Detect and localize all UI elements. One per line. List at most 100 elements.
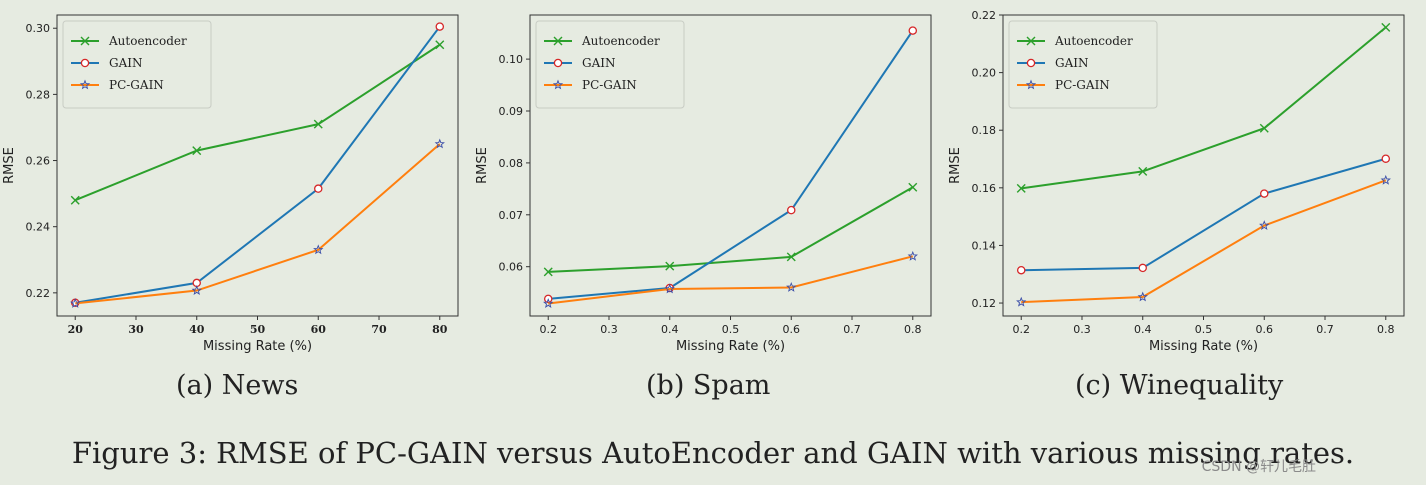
y-tick-label: 0.07 [499,209,524,222]
y-tick-label: 0.22 [26,287,51,300]
series-line-autoencoder [74,43,441,202]
data-point-autoencoder [908,182,918,192]
legend-label: GAIN [582,56,616,70]
data-point-autoencoder [1138,166,1148,176]
chart-winequality: 0.2 0.3 0.4 0.5 0.6 0.7 0.8 0.12 0.14 0.16 0.18 0.2… [948,9,1405,354]
legend: Autoencoder GAIN PC-GAIN [62,20,212,109]
x-tick-label: 0.4 [661,323,679,336]
data-point-autoencoder [786,252,796,262]
legend: Autoencoder GAIN PC-GAIN [535,20,685,109]
series-line-gain [1021,157,1387,272]
legend-label: PC-GAIN [109,78,164,92]
y-tick-label: 0.22 [972,9,997,22]
legend: Autoencoder GAIN PC-GAIN [1008,20,1158,109]
legend-box [535,20,685,109]
data-point-pc-gain [1137,291,1148,302]
x-tick-label: 0.8 [1377,323,1395,336]
legend-marker [1025,79,1037,90]
y-tick-label: 0.08 [499,157,524,170]
data-point-autoencoder [313,119,323,129]
x-tick-label: 80 [432,323,448,336]
x-tick-label: 0.2 [1012,323,1030,336]
subplot-caption-news: (a) News [176,370,299,401]
data-point-autoencoder [1381,22,1391,32]
legend-marker [80,36,90,46]
x-axis-label: Missing Rate (%) [1149,339,1258,354]
data-point-gain [1016,265,1026,275]
y-axis-label: RMSE [948,147,963,184]
legend-box [1008,20,1158,109]
data-point-pc-gain [786,282,797,292]
x-tick-label: 20 [68,323,84,336]
x-tick-label: 0.5 [1195,323,1213,336]
legend-label: PC-GAIN [582,78,637,92]
x-tick-label: 0.8 [904,323,922,336]
y-axis-label: RMSE [475,147,490,184]
x-tick-label: 0.6 [1256,323,1274,336]
data-point-gain [314,184,323,193]
chart-spam: 0.2 0.3 0.4 0.5 0.6 0.7 0.8 0.06 0.07 0.08 0.09 0.1… [475,14,932,354]
data-point-gain [1381,154,1391,163]
legend-label: Autoencoder [581,34,660,48]
data-point-pc-gain [1016,296,1027,307]
x-tick-label: 0.3 [600,323,618,336]
data-point-autoencoder [665,261,675,271]
data-point-pc-gain [1380,174,1391,185]
watermark: CSDN @轩儿毛肚 [1201,459,1316,475]
data-point-pc-gain [70,297,81,308]
x-tick-label: 0.4 [1134,323,1152,336]
series-line-autoencoder [1021,26,1387,190]
figure-caption: Figure 3: RMSE of PC-GAIN versus AutoEnc… [71,436,1355,470]
y-tick-label: 0.30 [26,22,51,35]
chart-news: 20 30 40 50 60 70 80 0.22 0.24 0.26 0.28 0.30 Missin… [2,14,459,354]
data-point-autoencoder [435,40,445,50]
x-tick-label: 0.5 [722,323,740,336]
data-point-autoencoder [192,146,202,156]
y-tick-label: 0.24 [26,221,51,234]
legend-marker [1026,58,1036,68]
legend-label: GAIN [1055,56,1089,70]
legend-label: Autoencoder [1054,34,1133,48]
y-tick-label: 0.06 [499,261,524,274]
y-tick-label: 0.26 [26,155,51,168]
data-point-autoencoder [1259,123,1269,133]
data-point-pc-gain [191,285,202,295]
y-tick-label: 0.14 [972,239,997,252]
data-point-pc-gain [313,244,324,255]
legend-label: Autoencoder [108,34,187,48]
y-tick-label: 0.16 [972,182,997,195]
data-point-gain [1138,263,1147,273]
data-point-autoencoder [1016,183,1026,193]
series-line-autoencoder [548,186,914,273]
subplot-caption-spam: (b) Spam [646,370,771,401]
data-point-gain [435,22,445,31]
data-point-pc-gain [1259,220,1270,230]
x-tick-label: 0.2 [539,323,557,336]
data-point-pc-gain [907,250,918,261]
x-tick-label: 40 [189,323,205,336]
data-point-autoencoder [543,267,553,277]
x-tick-label: 30 [128,323,144,336]
data-point-pc-gain [543,298,554,308]
y-tick-label: 0.09 [499,105,524,118]
data-point-gain [787,205,796,215]
series-line-gain [548,30,914,300]
legend-marker [553,58,563,68]
y-tick-label: 0.12 [972,297,997,310]
data-point-gain [908,26,918,35]
legend-box [62,20,212,109]
legend-marker [80,58,90,68]
y-tick-label: 0.28 [26,88,51,101]
data-point-pc-gain [434,138,445,149]
series-line-pc-gain [75,143,441,305]
y-axis-label: RMSE [2,147,17,184]
data-point-autoencoder [70,195,80,205]
x-axis-label: Missing Rate (%) [676,339,785,354]
subplot-caption-winequality: (c) Winequality [1075,370,1284,401]
data-point-pc-gain [664,283,675,294]
x-tick-label: 70 [371,323,387,336]
series-line-pc-gain [1021,179,1387,304]
legend-label: PC-GAIN [1055,78,1110,92]
x-tick-label: 0.7 [843,323,861,336]
